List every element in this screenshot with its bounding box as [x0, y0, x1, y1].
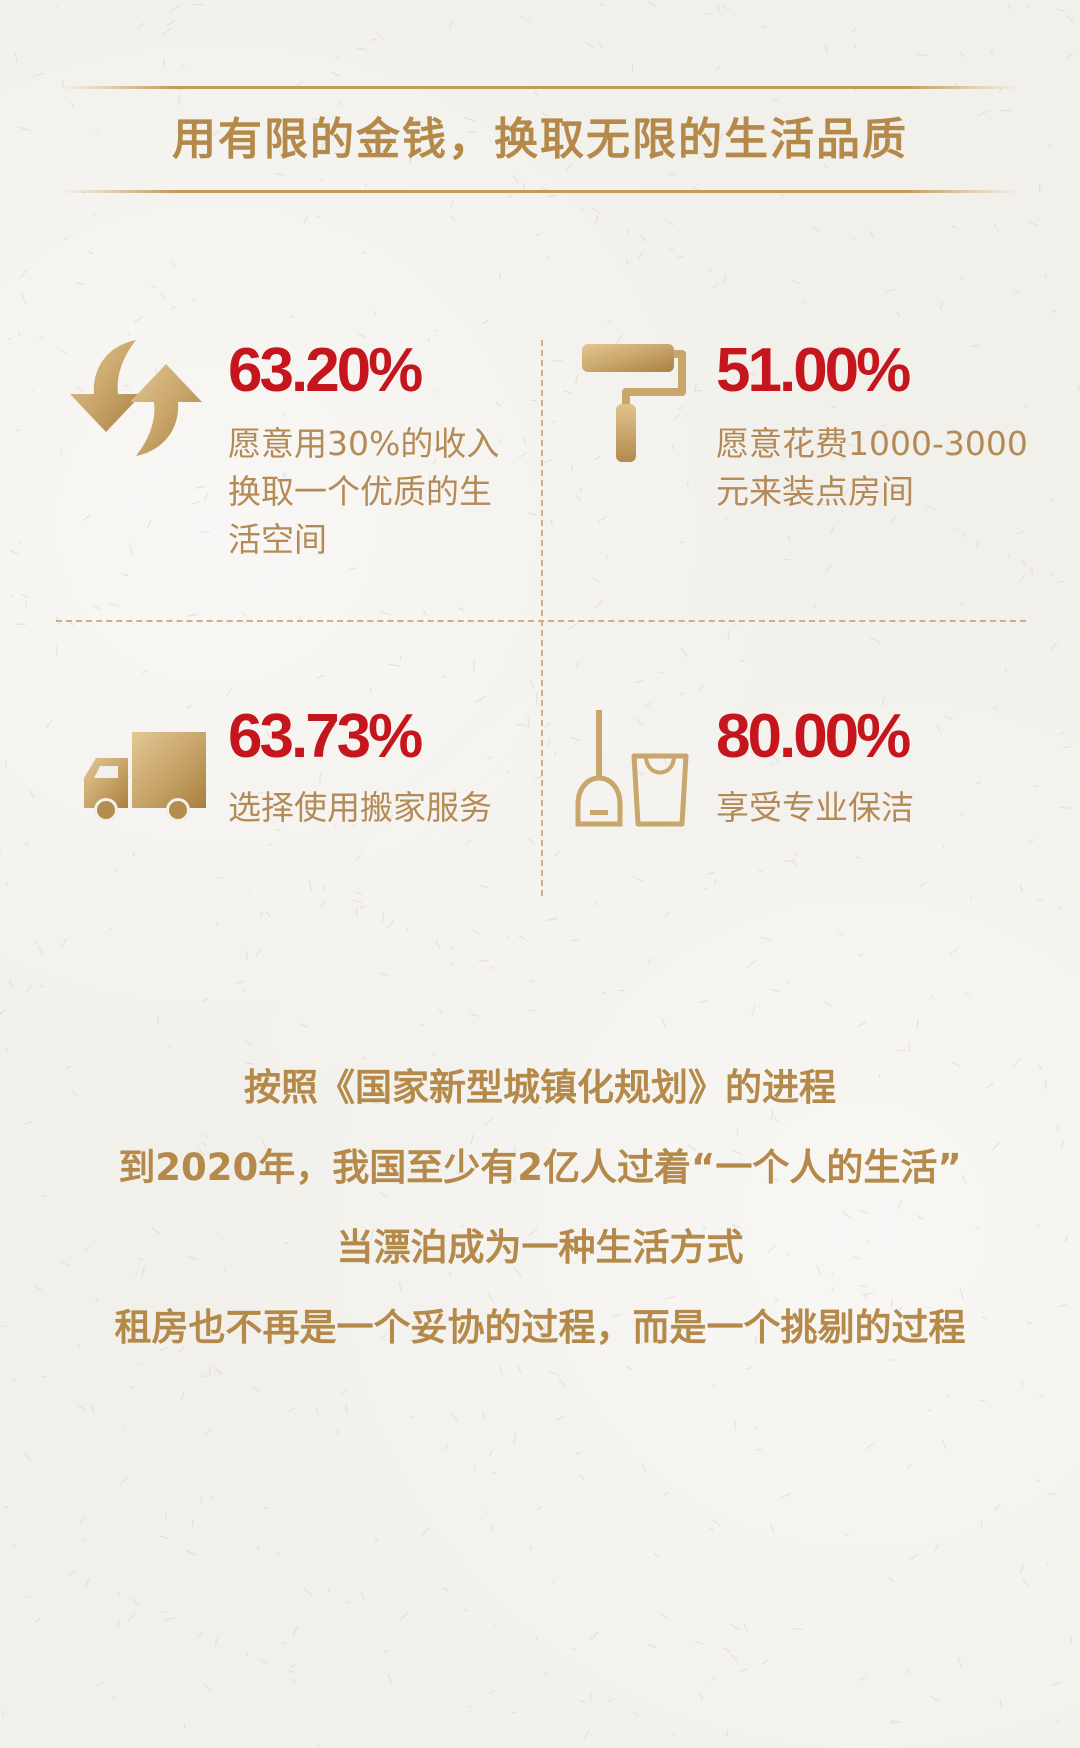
- stat-value: 63.73%: [228, 702, 423, 771]
- paint-roller-icon: [582, 344, 686, 462]
- headline-top-rule: [60, 86, 1020, 89]
- paragraph-line: 到2020年，我国至少有2亿人过着“一个人的生活”: [118, 1146, 962, 1189]
- paragraph-line: 当漂泊成为一种生活方式: [336, 1226, 744, 1269]
- stat-label: 选择使用搬家服务: [228, 788, 492, 827]
- page-headline: 用有限的金钱，换取无限的生活品质: [172, 114, 908, 165]
- stat-label: 愿意用30%的收入换取一个优质的生活空间: [228, 424, 500, 559]
- paragraph-line: 按照《国家新型城镇化规划》的进程: [244, 1066, 836, 1109]
- stats-horizontal-divider: [56, 620, 1026, 622]
- paragraph-line: 租房也不再是一个妥协的过程，而是一个挑剔的过程: [114, 1306, 966, 1349]
- headline-bottom-rule: [60, 190, 1020, 193]
- moving-truck-icon: [84, 732, 206, 822]
- stats-vertical-divider: [541, 340, 543, 896]
- stat-label: 愿意花费1000-3000元来装点房间: [716, 424, 1028, 511]
- stat-value: 80.00%: [716, 702, 911, 771]
- dustpan-bucket-icon: [575, 710, 689, 827]
- stat-label: 享受专业保洁: [716, 788, 914, 827]
- stat-value: 63.20%: [228, 336, 423, 405]
- exchange-arrows-icon: [70, 340, 202, 456]
- stat-value: 51.00%: [716, 336, 911, 405]
